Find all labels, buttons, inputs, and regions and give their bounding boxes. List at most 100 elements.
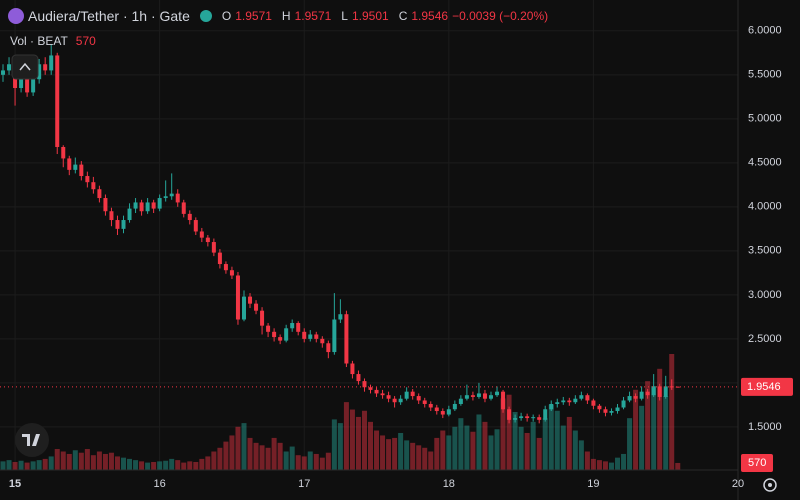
close-value: 1.9546 bbox=[411, 9, 449, 23]
high-key: H bbox=[281, 9, 291, 23]
candle-body bbox=[278, 337, 283, 341]
settings-button[interactable] bbox=[763, 478, 777, 492]
candle-body bbox=[175, 193, 180, 203]
volume-bar bbox=[108, 452, 114, 470]
candle-body bbox=[145, 202, 150, 212]
gear-center bbox=[768, 483, 772, 487]
volume-bar bbox=[253, 442, 259, 470]
candle-body bbox=[386, 395, 391, 399]
candle-body bbox=[332, 319, 337, 353]
x-tick-label: 20 bbox=[732, 478, 744, 490]
candle-body bbox=[85, 176, 90, 183]
candle-body bbox=[452, 403, 457, 410]
volume-bar bbox=[488, 435, 494, 470]
volume-bar bbox=[283, 451, 289, 470]
candle-body bbox=[338, 314, 343, 320]
candle-body bbox=[187, 213, 192, 221]
volume-bar bbox=[410, 442, 416, 470]
volume-bar bbox=[30, 461, 36, 470]
candle-body bbox=[7, 64, 12, 71]
candle-body bbox=[217, 252, 222, 265]
volume-bar bbox=[337, 423, 343, 470]
tv-logo[interactable] bbox=[15, 423, 49, 457]
volume-bar bbox=[18, 460, 24, 470]
candle-body bbox=[537, 417, 542, 420]
candle-body bbox=[61, 146, 66, 159]
volume-bar bbox=[554, 410, 560, 470]
volume-bar bbox=[572, 430, 578, 470]
close-key: C bbox=[398, 9, 408, 23]
candle-body bbox=[416, 396, 421, 401]
candle-body bbox=[543, 409, 548, 420]
candle-body bbox=[446, 409, 451, 415]
candle-body bbox=[193, 220, 198, 232]
y-tick-label: 5.5000 bbox=[748, 69, 782, 81]
candle-body bbox=[91, 182, 96, 190]
volume-bar bbox=[343, 402, 349, 470]
volume-bar bbox=[627, 418, 633, 470]
volume-bar bbox=[548, 404, 554, 470]
volume-bar bbox=[524, 432, 530, 470]
volume-bar bbox=[271, 437, 277, 470]
candle-body bbox=[199, 231, 204, 238]
candle-body bbox=[627, 396, 632, 401]
volume-bar bbox=[374, 430, 380, 470]
y-tick-label: 1.5000 bbox=[748, 421, 782, 433]
candle-body bbox=[266, 325, 271, 332]
volume-bar bbox=[187, 461, 193, 470]
candle-body bbox=[549, 403, 554, 410]
volume-bar bbox=[247, 437, 253, 470]
candle-body bbox=[320, 338, 325, 344]
volume-bar bbox=[211, 451, 217, 470]
volume-bar bbox=[175, 460, 181, 470]
open-key: O bbox=[221, 9, 232, 23]
button-bg[interactable] bbox=[11, 54, 39, 80]
candle-body bbox=[470, 395, 475, 397]
volume-bar bbox=[319, 457, 325, 470]
candle-body bbox=[97, 189, 102, 199]
volume-bar bbox=[205, 456, 211, 470]
volume-bar bbox=[428, 451, 434, 470]
volume-bar bbox=[392, 437, 398, 470]
x-tick-label: 18 bbox=[443, 478, 455, 490]
candle-body bbox=[591, 400, 596, 406]
volume-bar bbox=[277, 442, 283, 470]
y-tick-label: 3.5000 bbox=[748, 245, 782, 257]
candle-body bbox=[37, 64, 42, 80]
symbol-icon bbox=[8, 8, 24, 24]
volume-bar bbox=[651, 386, 657, 470]
candle-body bbox=[121, 220, 126, 229]
candle-body bbox=[633, 396, 638, 399]
candle-body bbox=[669, 386, 674, 388]
candle-body bbox=[302, 331, 307, 339]
x-tick-label: 16 bbox=[154, 478, 166, 490]
candle-body bbox=[73, 164, 78, 170]
candle-body bbox=[422, 400, 427, 404]
y-tick-label: 3.0000 bbox=[748, 289, 782, 301]
volume-bar bbox=[615, 457, 621, 470]
volume-bar bbox=[494, 429, 500, 470]
volume-bar bbox=[12, 461, 18, 470]
candle-body bbox=[223, 264, 228, 271]
candle-body bbox=[392, 398, 397, 403]
volume-bar bbox=[6, 460, 12, 470]
volume-bar bbox=[434, 437, 440, 470]
volume-legend: Vol · BEAT 570 bbox=[10, 34, 96, 48]
scroll-up-button[interactable] bbox=[11, 54, 39, 80]
volume-bar bbox=[60, 451, 66, 470]
volume-bar bbox=[578, 440, 584, 470]
candle-body bbox=[645, 391, 650, 396]
candle-body bbox=[404, 391, 409, 399]
symbol-title[interactable]: Audiera/Tether · 1h · Gate bbox=[28, 8, 190, 24]
candle-body bbox=[657, 386, 662, 397]
open-value: 1.9571 bbox=[235, 9, 272, 23]
candle-body bbox=[55, 55, 60, 147]
volume-bar bbox=[398, 432, 404, 470]
logo-bg[interactable] bbox=[15, 423, 49, 457]
candle-body bbox=[157, 198, 162, 209]
candle-body bbox=[495, 391, 500, 396]
volume-bar bbox=[633, 389, 639, 470]
candle-body bbox=[79, 164, 84, 177]
gear-icon[interactable] bbox=[763, 478, 777, 492]
legend-header: Audiera/Tether · 1h · Gate O 1.9571 H 1.95… bbox=[8, 8, 548, 24]
